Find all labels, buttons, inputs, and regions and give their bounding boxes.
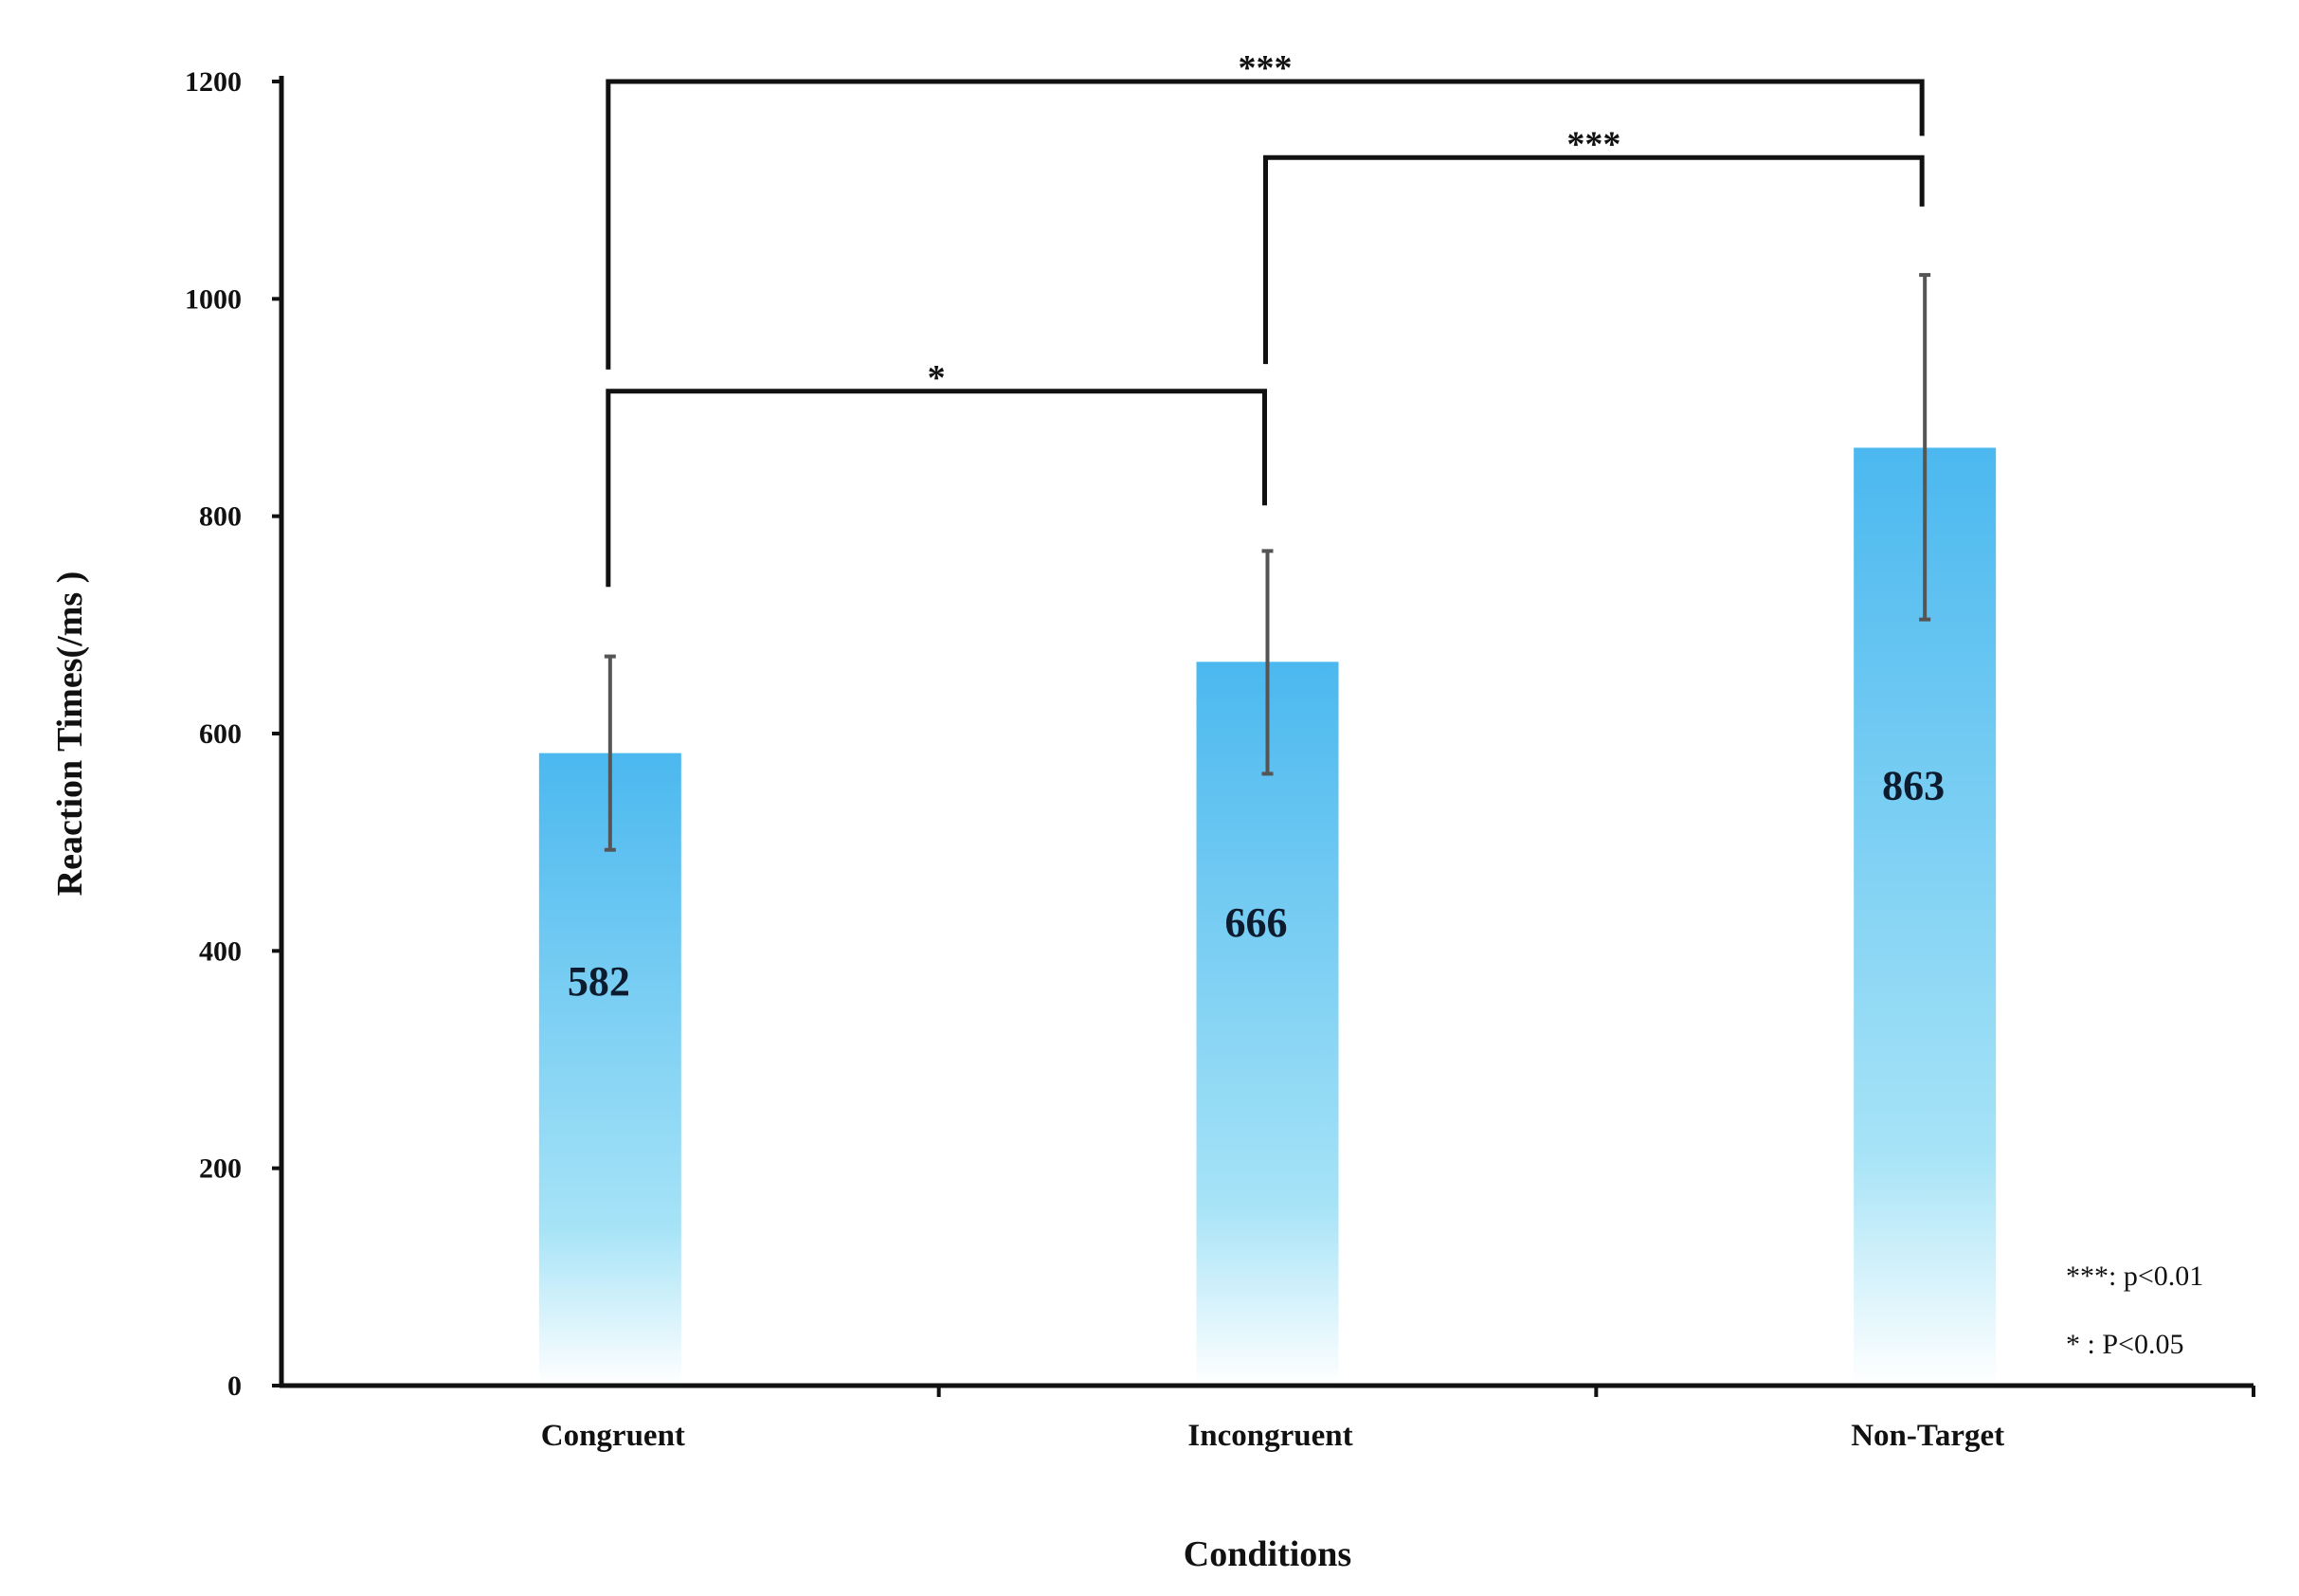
labels-layer: 582 666 863 0 200 400 600 800 1000 1200 Congruent I… — [50, 66, 2203, 1574]
significance-line — [606, 79, 1925, 370]
legend: ***: p<0.01 * : P<0.05 — [2066, 1260, 2203, 1360]
significance-bracket: * — [606, 358, 1267, 588]
y-tick-label: 600 — [199, 718, 242, 750]
legend-entry: ***: p<0.01 — [2066, 1260, 2203, 1292]
significance-layer: ******* — [606, 48, 1925, 588]
y-tick-label: 0 — [227, 1370, 242, 1402]
significance-line — [1263, 154, 1925, 365]
y-tick-label: 1000 — [185, 283, 242, 315]
legend-entry: * : P<0.05 — [2066, 1329, 2183, 1360]
significance-label: * — [928, 358, 946, 398]
value-label: 582 — [568, 958, 630, 1005]
y-tick-label: 800 — [199, 501, 242, 533]
error-bar — [1261, 549, 1274, 776]
value-label: 863 — [1882, 763, 1945, 809]
significance-label: *** — [1566, 124, 1620, 164]
y-tick-label: 1200 — [185, 66, 242, 98]
y-tick-label: 400 — [199, 935, 242, 967]
bars-layer — [538, 447, 1997, 1387]
error-bars-layer — [604, 273, 1931, 852]
y-tick-label: 200 — [199, 1153, 242, 1185]
y-axis-title: Reaction Times(/ms ) — [50, 571, 90, 897]
error-bar — [1919, 273, 1931, 622]
significance-label: *** — [1239, 48, 1293, 88]
x-tick-label: Incongruent — [1187, 1419, 1352, 1453]
bar-incongruent — [1196, 662, 1339, 1386]
x-tick-label: Congruent — [541, 1419, 685, 1453]
error-bar — [604, 654, 616, 852]
x-tick-label: Non-Target — [1851, 1419, 2004, 1453]
value-label: 666 — [1225, 899, 1288, 946]
bar-congruent — [538, 753, 681, 1386]
significance-line — [606, 389, 1267, 588]
significance-bracket: *** — [606, 48, 1925, 370]
significance-bracket: *** — [1263, 124, 1925, 365]
axes-layer — [272, 76, 2255, 1397]
x-axis-title: Conditions — [1184, 1534, 1351, 1574]
